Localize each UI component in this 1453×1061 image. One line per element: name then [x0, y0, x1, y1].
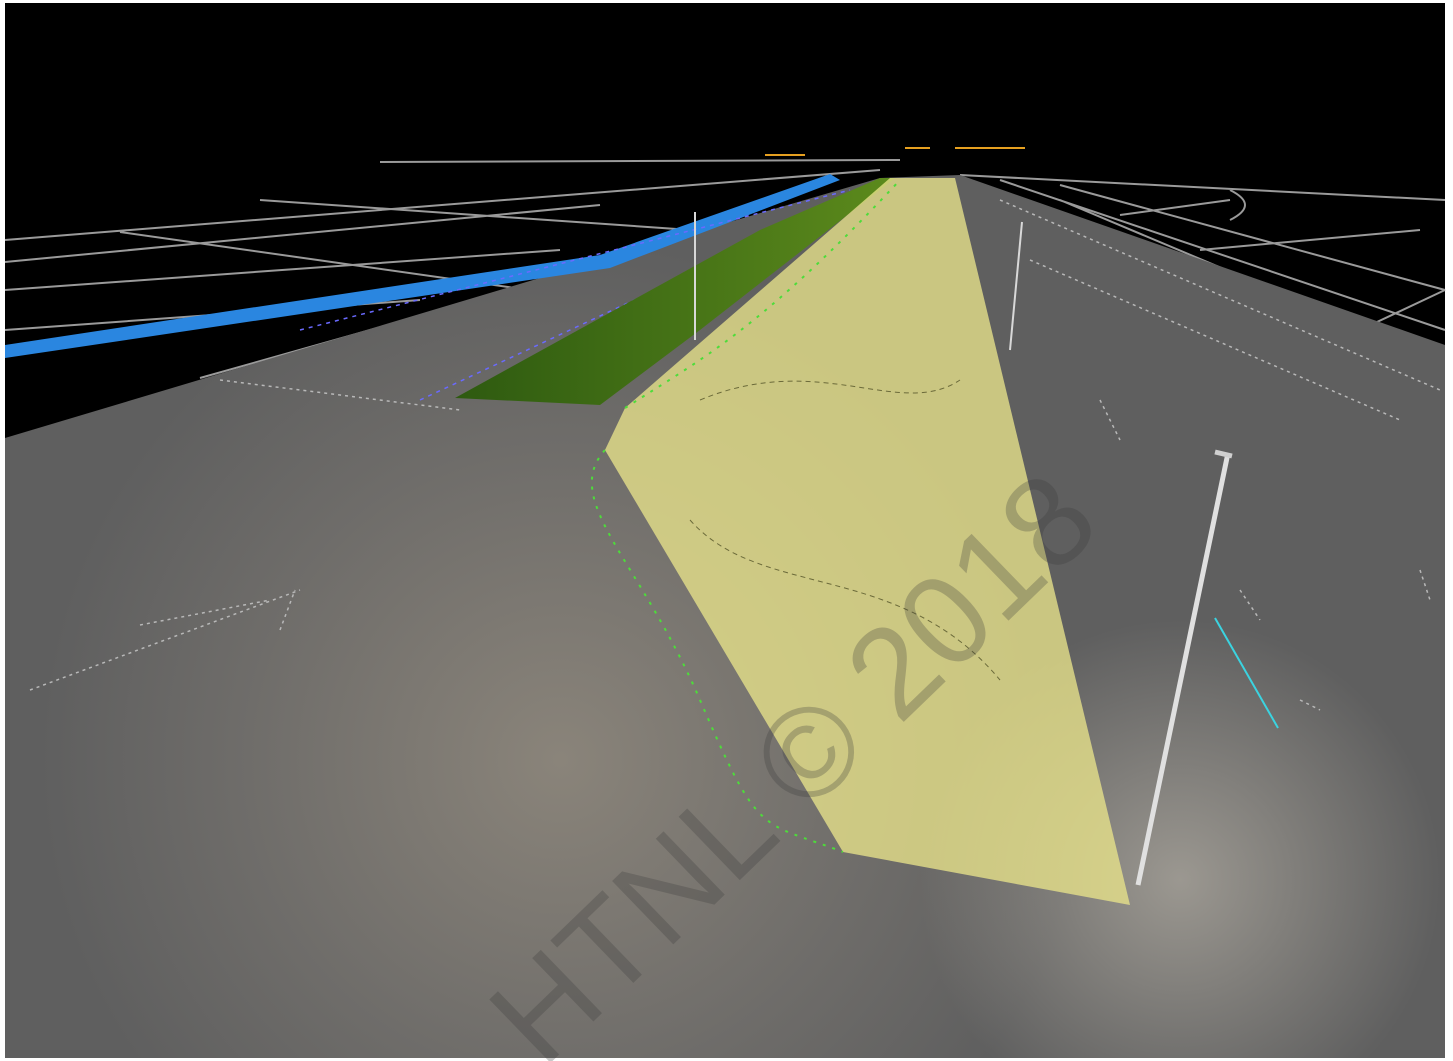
pole — [1009, 221, 1023, 351]
pole — [1135, 452, 1231, 886]
light-poles — [694, 212, 1279, 886]
orange-marks — [765, 147, 1025, 156]
green-embankment — [455, 178, 895, 405]
cyan-line — [1214, 617, 1279, 729]
blue-band — [5, 174, 840, 358]
pole-head — [1214, 449, 1233, 459]
yellow-zone — [605, 178, 1130, 905]
street-lines-right — [959, 174, 1446, 361]
survey-lines — [29, 199, 1441, 711]
blue-dashes — [299, 189, 871, 401]
ground-linework — [29, 199, 1441, 711]
contour-lines — [689, 379, 1001, 681]
